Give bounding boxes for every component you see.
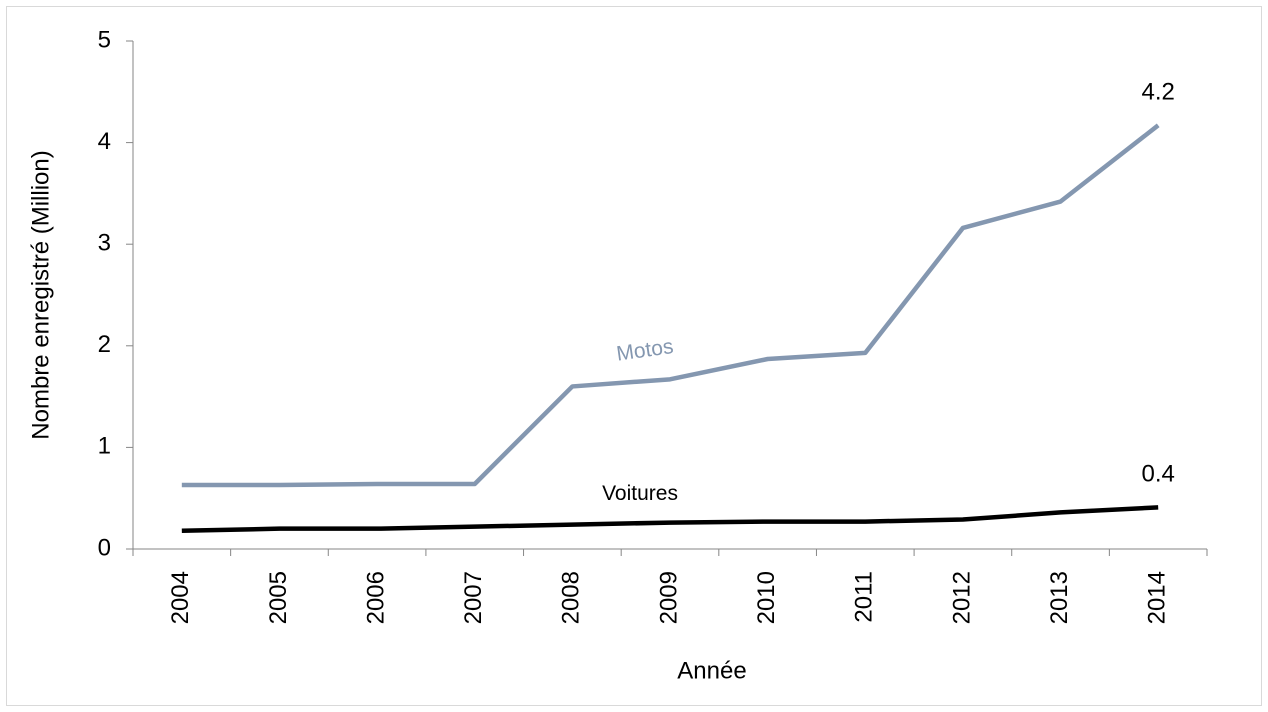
y-tick-label: 2: [98, 331, 111, 358]
x-tick-label: 2011: [851, 571, 878, 623]
y-tick-label: 3: [98, 230, 111, 257]
x-tick-label: 2007: [460, 571, 487, 624]
x-tick-label: 2014: [1144, 571, 1171, 624]
x-tick-label: 2004: [167, 571, 194, 624]
data-label: 4.2: [1141, 79, 1174, 106]
y-tick-label: 4: [98, 128, 111, 155]
x-tick-label: 2005: [265, 571, 292, 624]
data-label: 0.4: [1141, 461, 1174, 488]
y-tick-label: 5: [98, 26, 111, 53]
x-tick-label: 2008: [558, 571, 585, 624]
y-axis-title: Nombre enregistré (Million): [27, 150, 54, 439]
series-line: [181, 123, 1160, 488]
x-tick-label: 2012: [948, 571, 975, 624]
y-tick-label: 0: [98, 534, 111, 561]
x-tick-label: 2006: [362, 571, 389, 624]
y-tick-label: 1: [98, 433, 111, 460]
series-line: [181, 505, 1159, 533]
series-label: Voitures: [602, 482, 678, 505]
chart-frame: [6, 6, 1262, 706]
x-tick-label: 2013: [1046, 571, 1073, 624]
x-tick-label: 2009: [655, 571, 682, 624]
x-axis-title: Année: [677, 657, 746, 684]
x-tick-label: 2010: [753, 571, 780, 624]
